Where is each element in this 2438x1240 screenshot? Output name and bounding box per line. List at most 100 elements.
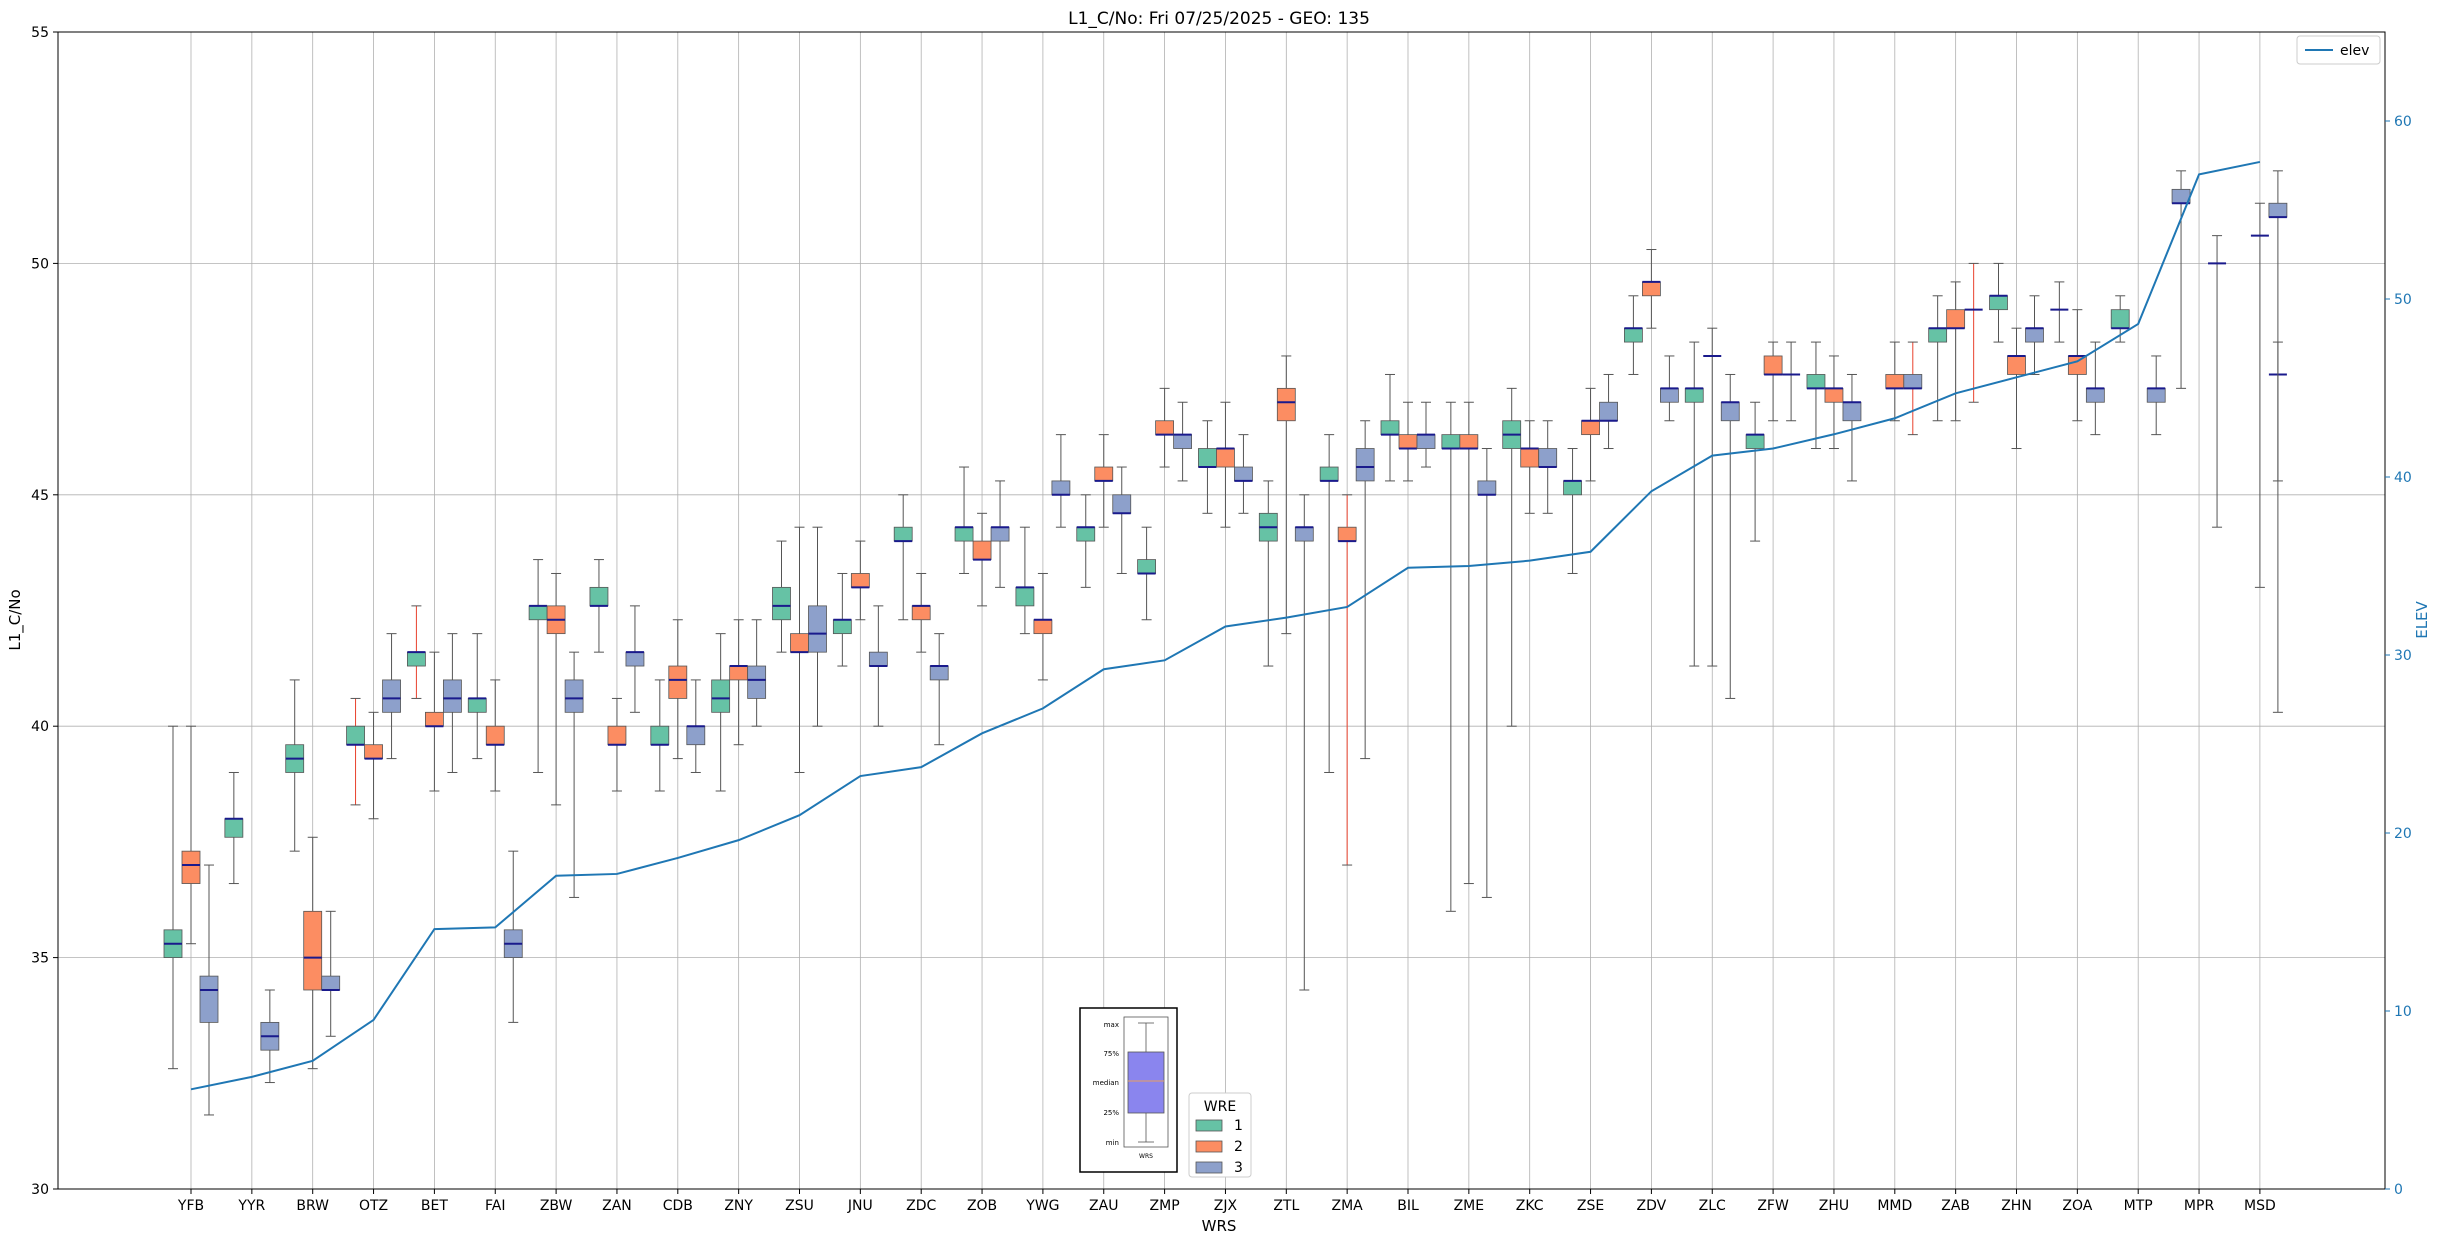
- box-iqr: [1599, 401, 1618, 422]
- box-ZAU-wre2: [1094, 434, 1114, 528]
- box-iqr: [2146, 387, 2166, 403]
- box-ZFW-wre1: [1745, 401, 1765, 542]
- box-key-label-q1: 25%: [1103, 1109, 1119, 1117]
- box-key-label-q3: 75%: [1103, 1050, 1119, 1058]
- box-iqr: [1745, 434, 1765, 449]
- box-iqr: [808, 605, 827, 653]
- y2-tick-label: 30: [2394, 648, 2412, 664]
- box-iqr: [224, 818, 244, 838]
- y2-tick-label: 50: [2394, 292, 2412, 308]
- x-tick-label: ZME: [1454, 1198, 1485, 1214]
- box-ZHU-wre3: [1842, 373, 1862, 482]
- elev-legend-label: elev: [2340, 43, 2369, 59]
- box-MMD-wre2: [1885, 341, 1905, 422]
- box-ZDV-wre2: [1642, 249, 1661, 329]
- elev-legend: elev: [2296, 35, 2381, 65]
- y-tick-label: 40: [31, 719, 49, 735]
- box-ZAN-wre2: [607, 697, 627, 792]
- box-plot-key: max 75% median 25% min WRS: [1079, 1007, 1178, 1173]
- box-ZHU-wre2: [1824, 355, 1844, 450]
- y-tick-label: 35: [31, 951, 49, 967]
- box-iqr: [199, 975, 219, 1023]
- box-MPR-wre3: [2208, 235, 2227, 528]
- y2-tick-label: 20: [2394, 826, 2412, 842]
- box-iqr: [528, 605, 548, 621]
- box-iqr: [2007, 355, 2026, 375]
- box-ZSU-wre1: [772, 540, 791, 653]
- box-iqr: [442, 679, 462, 713]
- box-ZTL-wre3: [1294, 494, 1314, 991]
- box-ZFW-wre2: [1763, 341, 1783, 422]
- box-ZJX-wre3: [1234, 434, 1253, 514]
- box-ZBW-wre1: [528, 559, 548, 773]
- box-ZOB-wre3: [990, 480, 1010, 588]
- box-CDB-wre1: [650, 679, 670, 792]
- x-tick-label: YWG: [1025, 1198, 1059, 1214]
- x-tick-label: YYR: [237, 1198, 265, 1214]
- box-iqr: [1094, 466, 1114, 482]
- box-iqr: [850, 573, 870, 588]
- box-iqr: [1885, 374, 1905, 389]
- x-tick-label: ZLC: [1699, 1198, 1726, 1214]
- box-ZFW-wre3: [1782, 341, 1801, 422]
- box-OTZ-wre2: [364, 711, 383, 820]
- box-key-xlabel: WRS: [1139, 1153, 1153, 1160]
- box-iqr: [772, 586, 791, 621]
- x-tick-label: MTP: [2124, 1198, 2153, 1214]
- x-tick-label: ZDV: [1637, 1198, 1667, 1214]
- box-ZMP-wre3: [1173, 401, 1192, 482]
- y2-tick-label: 60: [2394, 114, 2412, 130]
- box-iqr: [1946, 309, 1966, 329]
- box-YFB-wre2: [181, 725, 201, 945]
- box-ZOA-wre1: [2050, 281, 2069, 343]
- box-iqr: [1033, 619, 1053, 635]
- box-MSD-wre3: [2250, 202, 2269, 588]
- box-ZDC-wre1: [893, 494, 913, 621]
- box-JNU-wre3: [868, 605, 888, 727]
- elev-legend-frame: [2296, 35, 2381, 65]
- box-BIL-wre2: [1398, 401, 1418, 482]
- box-iqr: [1459, 434, 1479, 449]
- box-ZOA-wre2: [2067, 309, 2087, 422]
- box-MTP-wre1: [2110, 295, 2130, 343]
- box-iqr: [1355, 448, 1375, 482]
- box-ZAU-wre1: [1076, 494, 1096, 588]
- box-iqr: [1538, 448, 1558, 468]
- plot-frame: [57, 31, 2386, 1190]
- box-iqr: [607, 725, 627, 746]
- box-ZMA-wre1: [1319, 434, 1339, 773]
- wre-legend: WRE 1 2 3: [1188, 1092, 1252, 1178]
- box-iqr: [911, 605, 931, 621]
- box-iqr: [1720, 401, 1740, 422]
- box-iqr: [1155, 420, 1174, 436]
- box-ZJX-wre2: [1216, 401, 1235, 528]
- box-ZME-wre3: [1477, 448, 1497, 898]
- box-ZOA-wre3: [2085, 341, 2105, 436]
- box-iqr: [406, 651, 426, 667]
- box-ZMP-wre1: [1137, 526, 1156, 621]
- box-iqr: [668, 665, 688, 699]
- box-ZME-wre1: [1441, 401, 1461, 912]
- x-tick-label: ZBW: [540, 1198, 573, 1214]
- box-iqr: [1477, 480, 1497, 496]
- box-ZAB-wre3: [1964, 262, 1983, 403]
- x-tick-label: ZSE: [1577, 1198, 1604, 1214]
- box-iqr: [364, 744, 383, 759]
- wre-legend-frame: [1188, 1092, 1252, 1178]
- box-ZSE-wre1: [1563, 448, 1582, 574]
- box-ZLC-wre2: [1703, 327, 1722, 667]
- box-iqr: [1763, 355, 1783, 375]
- box-ZNY-wre3: [747, 619, 767, 727]
- box-iqr: [625, 651, 645, 667]
- box-YYR-wre3: [260, 989, 280, 1084]
- box-iqr: [1806, 374, 1826, 389]
- box-YWG-wre1: [1015, 526, 1035, 635]
- x-tick-label: ZHN: [2001, 1198, 2032, 1214]
- box-ZKC-wre3: [1538, 420, 1558, 514]
- box-ZSU-wre3: [808, 526, 827, 727]
- box-iqr: [868, 651, 888, 667]
- box-iqr: [1173, 434, 1192, 449]
- box-BET-wre1: [406, 605, 426, 699]
- box-ZDV-wre3: [1660, 355, 1679, 422]
- box-iqr: [1684, 387, 1704, 403]
